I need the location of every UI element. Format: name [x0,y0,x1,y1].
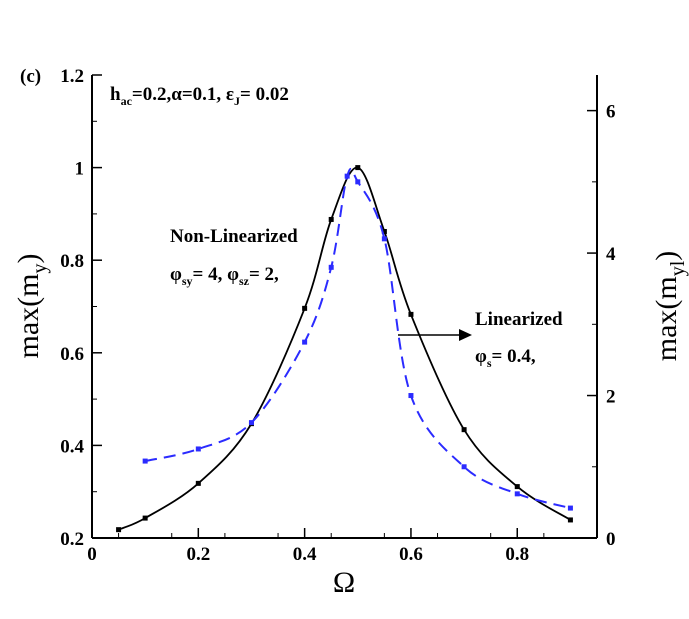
linearized-arrow-head [459,329,472,341]
nonlinearized-params: φsy= 4, φsz= 2, [170,264,279,288]
x-tick-label: 0.4 [293,544,317,565]
linearized-params: φs= 0.4, [475,346,536,370]
nonlinearized-data-point [195,480,201,486]
linearized-data-point [355,179,361,185]
linearized-data-point [344,173,350,179]
parameters-annotation: hac=0.2,α=0.1, εJ= 0.02 [110,84,289,108]
y-left-axis-title: max(my) [12,254,51,359]
linearized-label: Linearized [475,309,563,330]
x-tick-label: 0.6 [399,544,423,565]
linearized-data-point [567,505,573,511]
linearized-data-point [328,264,334,270]
nonlinearized-data-point [328,216,334,222]
y-right-axis-title: max(myl) [650,251,689,362]
panel-label: (c) [20,66,41,87]
nonlinearized-data-point [302,305,308,311]
x-tick-label: 0.8 [505,544,529,565]
x-tick-label: 0.2 [186,544,210,565]
linearized-series-line [144,167,571,510]
y-right-tick-label: 4 [606,244,616,265]
linearized-data-point [195,446,201,452]
nonlinearized-data-point [461,427,467,433]
nonlinearized-data-point [381,228,387,234]
y-left-tick-label: 1 [75,159,85,180]
linearized-data-point [408,393,414,399]
y-left-tick-label: 0.8 [60,251,84,272]
series-layer [116,165,573,533]
linearized-data-point [381,236,387,242]
y-left-tick-label: 1.2 [60,66,84,87]
y-right-tick-label: 6 [606,102,616,123]
nonlinearized-data-point [514,484,520,490]
linearized-data-point [248,420,254,426]
nonlinearized-label: Non-Linearized [170,226,298,247]
x-tick-label: 0 [87,544,97,565]
linearized-data-point [461,464,467,470]
nonlinearized-data-point [408,311,414,317]
linearized-data-point [514,491,520,497]
y-right-tick-label: 2 [606,387,616,408]
nonlinearized-data-point [567,517,573,523]
y-right-tick-label: 0 [606,529,616,550]
y-left-tick-label: 0.6 [60,344,84,365]
y-left-tick-label: 0.4 [60,436,84,457]
nonlinearized-data-point [142,515,148,521]
nonlinearized-data-point [116,527,122,533]
linearized-data-point [302,339,308,345]
x-axis-title: Ω [333,566,355,599]
linearized-data-point [142,458,148,464]
nonlinearized-data-point [355,165,361,171]
y-left-tick-label: 0.2 [60,529,84,550]
